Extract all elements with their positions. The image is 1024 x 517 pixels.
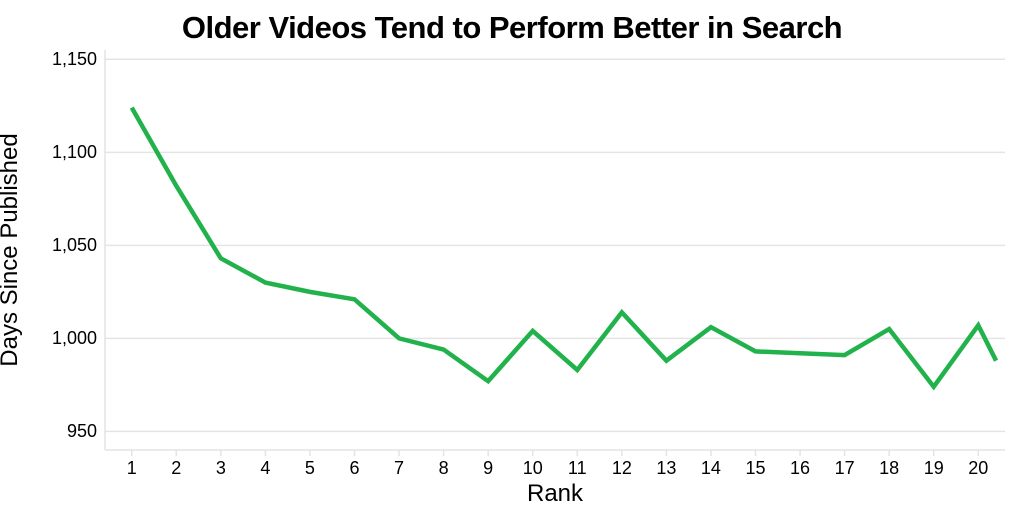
chart-line [0, 0, 1024, 517]
x-tick-label: 10 [513, 458, 553, 479]
y-tick-label: 1,100 [37, 142, 97, 163]
x-tick-label: 2 [156, 458, 196, 479]
y-tick-label: 1,050 [37, 235, 97, 256]
x-tick-label: 13 [646, 458, 686, 479]
x-tick-label: 16 [780, 458, 820, 479]
x-tick-label: 6 [335, 458, 375, 479]
x-tick-label: 12 [602, 458, 642, 479]
x-tick-label: 18 [869, 458, 909, 479]
x-tick-label: 17 [825, 458, 865, 479]
x-tick-label: 20 [958, 458, 998, 479]
x-tick-label: 4 [245, 458, 285, 479]
line-chart: Older Videos Tend to Perform Better in S… [0, 0, 1024, 517]
x-tick-label: 19 [914, 458, 954, 479]
x-tick-label: 14 [691, 458, 731, 479]
x-tick-label: 11 [557, 458, 597, 479]
x-tick-label: 1 [112, 458, 152, 479]
y-tick-label: 1,000 [37, 328, 97, 349]
x-tick-label: 9 [468, 458, 508, 479]
x-tick-label: 7 [379, 458, 419, 479]
x-tick-label: 8 [424, 458, 464, 479]
y-tick-label: 950 [37, 421, 97, 442]
x-tick-label: 15 [735, 458, 775, 479]
y-tick-label: 1,150 [37, 49, 97, 70]
x-tick-label: 5 [290, 458, 330, 479]
x-tick-label: 3 [201, 458, 241, 479]
